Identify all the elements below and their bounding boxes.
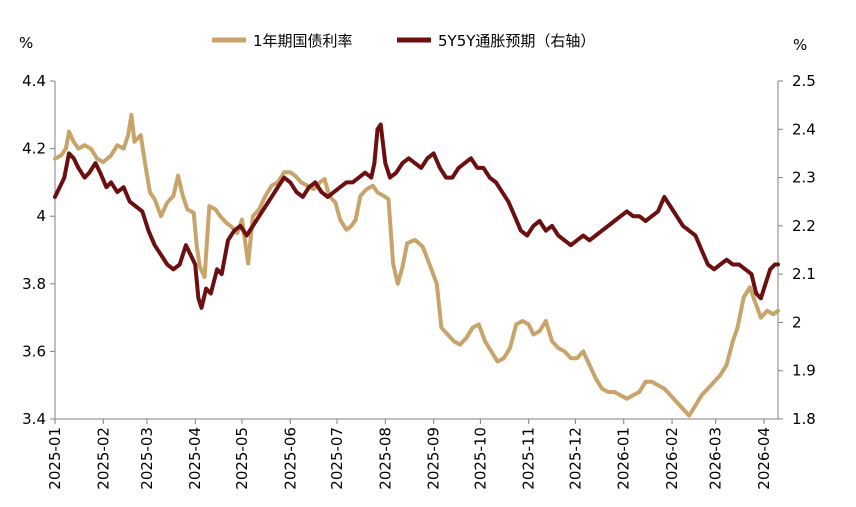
- right-tick-label: 1.9: [792, 362, 816, 380]
- x-axis-ticks: 2025-01 2025-02 2025-03 2025-04 2025-05 2025-…: [46, 419, 773, 490]
- right-tick-label: 2.5: [792, 72, 816, 90]
- x-tick-label: 2025-02: [94, 427, 112, 490]
- left-tick-label: 3.8: [22, 275, 46, 293]
- right-tick-label: 2.1: [792, 265, 816, 283]
- x-tick-label: 2025-12: [566, 427, 584, 490]
- x-tick-label: 2026-04: [755, 427, 773, 490]
- x-tick-label: 2025-07: [328, 427, 346, 490]
- x-tick-label: 2025-03: [138, 427, 156, 490]
- x-tick-label: 2025-06: [281, 427, 299, 490]
- x-tick-label: 2026-02: [663, 427, 681, 490]
- left-axis-unit: %: [19, 34, 33, 52]
- right-axis-unit: %: [793, 36, 807, 54]
- x-tick-label: 2025-11: [520, 427, 538, 490]
- right-tick-label: 2.2: [792, 217, 816, 235]
- left-axis-ticks: 3.4 3.6 3.8 4 4.2 4.4: [22, 72, 55, 428]
- series-line-1y-yield: [53, 112, 780, 418]
- x-tick-label: 2025-10: [471, 427, 489, 490]
- right-tick-label: 2.3: [792, 169, 816, 187]
- legend-label-inflation: 5Y5Y通胀预期（右轴）: [438, 32, 595, 50]
- x-tick-label: 2025-05: [233, 427, 251, 490]
- legend: 1年期国债利率 5Y5Y通胀预期（右轴）: [212, 32, 595, 50]
- right-tick-label: 1.8: [792, 410, 816, 428]
- series-layer: [53, 112, 780, 418]
- left-tick-label: 4: [36, 207, 46, 225]
- x-tick-label: 2026-03: [707, 427, 725, 490]
- x-tick-label: 2026-01: [615, 427, 633, 490]
- x-tick-label: 2025-09: [425, 427, 443, 490]
- left-tick-label: 3.6: [22, 342, 46, 360]
- legend-label-yield: 1年期国债利率: [253, 32, 353, 50]
- x-tick-label: 2025-01: [46, 427, 64, 490]
- left-tick-label: 4.4: [22, 72, 46, 90]
- right-tick-label: 2: [792, 313, 802, 331]
- left-tick-label: 3.4: [22, 410, 46, 428]
- x-tick-label: 2025-08: [376, 427, 394, 490]
- left-tick-label: 4.2: [22, 140, 46, 158]
- series-line-5y5y-inflation: [53, 122, 780, 310]
- right-tick-label: 2.4: [792, 120, 816, 138]
- x-tick-label: 2025-04: [186, 427, 204, 490]
- right-axis-ticks: 1.8 1.9 2 2.1 2.2 2.3 2.4 2.5: [778, 72, 816, 428]
